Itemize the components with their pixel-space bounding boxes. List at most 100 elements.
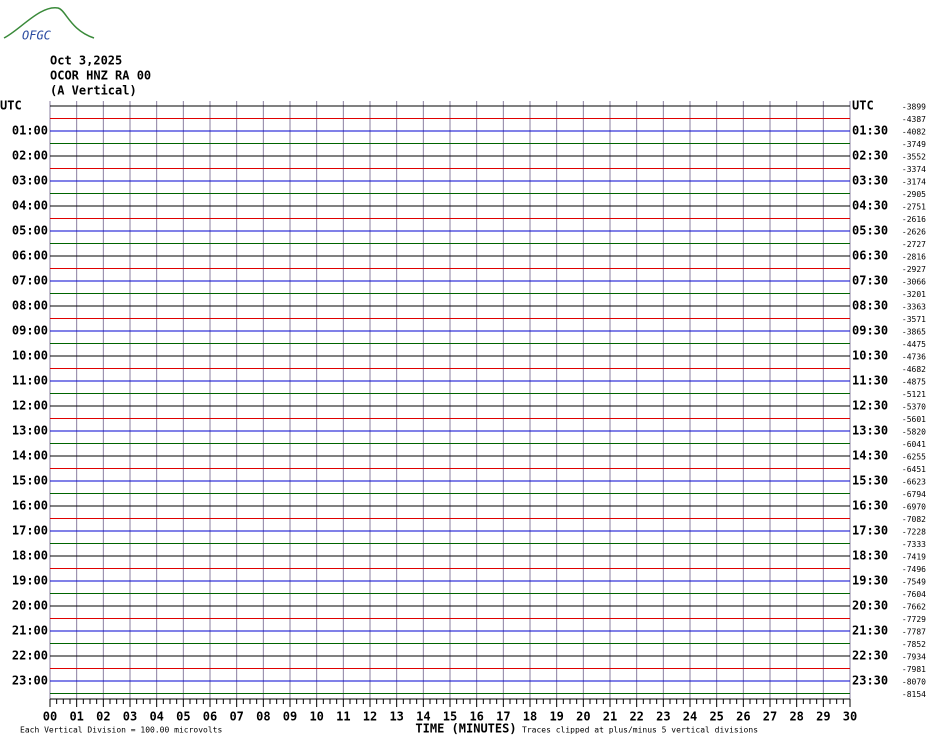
trace-offset: -7662: [902, 603, 926, 612]
station: OCOR HNZ RA 00: [50, 69, 151, 83]
clip-note: Traces clipped at plus/minus 5 vertical …: [522, 726, 758, 735]
x-tick-label: 01: [69, 710, 83, 724]
right-time-label: 10:30: [852, 349, 888, 363]
trace-offset: -3374: [902, 165, 926, 174]
trace-offset: -4736: [902, 353, 926, 362]
x-tick-label: 28: [789, 710, 803, 724]
x-axis-title: TIME (MINUTES): [415, 722, 516, 736]
right-time-label: 07:30: [852, 274, 888, 288]
trace-offset: -2751: [902, 203, 926, 212]
trace-offset: -8070: [902, 678, 926, 687]
right-time-label: 02:30: [852, 149, 888, 163]
x-tick-label: 23: [656, 710, 670, 724]
right-time-label: 14:30: [852, 449, 888, 463]
trace-offset: -3571: [902, 315, 926, 324]
trace-offset: -7549: [902, 578, 926, 587]
x-tick-label: 06: [203, 710, 217, 724]
trace-offset: -4387: [902, 115, 926, 124]
left-time-label: UTC: [0, 99, 22, 113]
x-tick-label: 22: [629, 710, 643, 724]
right-time-label: 11:30: [852, 374, 888, 388]
x-tick-label: 02: [96, 710, 110, 724]
trace-offset: -6255: [902, 453, 926, 462]
trace-offset: -5121: [902, 390, 926, 399]
left-time-label: 02:00: [12, 149, 48, 163]
trace-offset: -3865: [902, 328, 926, 337]
right-time-label: 21:30: [852, 624, 888, 638]
right-time-label: 22:30: [852, 649, 888, 663]
trace-offset: -6794: [902, 490, 926, 499]
right-time-label: 12:30: [852, 399, 888, 413]
x-tick-label: 29: [816, 710, 830, 724]
trace-offset: -2626: [902, 228, 926, 237]
left-time-label: 23:00: [12, 674, 48, 688]
trace-offset: -7934: [902, 653, 926, 662]
x-tick-label: 10: [309, 710, 323, 724]
x-tick-label: 15: [443, 710, 457, 724]
component: (A Vertical): [50, 84, 137, 98]
x-tick-label: 05: [176, 710, 190, 724]
left-time-label: 10:00: [12, 349, 48, 363]
trace-offset: -2816: [902, 253, 926, 262]
left-time-label: 03:00: [12, 174, 48, 188]
trace-offset: -3899: [902, 103, 926, 112]
trace-offset: -3201: [902, 290, 926, 299]
trace-offset: -7496: [902, 565, 926, 574]
trace-offset: -5370: [902, 403, 926, 412]
x-tick-label: 11: [336, 710, 350, 724]
trace-offset: -4682: [902, 365, 926, 374]
trace-offset: -3552: [902, 153, 926, 162]
trace-offset: -2616: [902, 215, 926, 224]
trace-offset: -7228: [902, 528, 926, 537]
left-time-label: 19:00: [12, 574, 48, 588]
trace-offset: -3174: [902, 178, 926, 187]
left-time-label: 21:00: [12, 624, 48, 638]
x-tick-label: 17: [496, 710, 510, 724]
left-time-label: 18:00: [12, 549, 48, 563]
x-tick-label: 19: [549, 710, 563, 724]
x-tick-label: 14: [416, 710, 430, 724]
left-time-label: 08:00: [12, 299, 48, 313]
trace-offset: -3749: [902, 140, 926, 149]
right-time-label: 19:30: [852, 574, 888, 588]
trace-offset: -2905: [902, 190, 926, 199]
left-time-label: 14:00: [12, 449, 48, 463]
trace-offset: -2927: [902, 265, 926, 274]
right-time-label: 05:30: [852, 224, 888, 238]
right-time-label: 01:30: [852, 124, 888, 138]
trace-offset: -7604: [902, 590, 926, 599]
left-time-label: 16:00: [12, 499, 48, 513]
trace-offset: -6451: [902, 465, 926, 474]
right-time-label: UTC: [852, 99, 874, 113]
left-time-label: 15:00: [12, 474, 48, 488]
trace-offset: -5601: [902, 415, 926, 424]
right-time-label: 23:30: [852, 674, 888, 688]
trace-offset: -7981: [902, 665, 926, 674]
trace-offset: -3363: [902, 303, 926, 312]
right-time-label: 03:30: [852, 174, 888, 188]
left-time-label: 12:00: [12, 399, 48, 413]
trace-offset: -4875: [902, 378, 926, 387]
x-tick-label: 13: [389, 710, 403, 724]
x-tick-label: 16: [469, 710, 483, 724]
x-tick-label: 24: [683, 710, 697, 724]
left-time-label: 05:00: [12, 224, 48, 238]
trace-offset: -7787: [902, 628, 926, 637]
x-tick-label: 27: [763, 710, 777, 724]
left-time-label: 20:00: [12, 599, 48, 613]
trace-offset: -3066: [902, 278, 926, 287]
trace-offset: -4475: [902, 340, 926, 349]
trace-offset: -2727: [902, 240, 926, 249]
left-time-label: 06:00: [12, 249, 48, 263]
x-tick-label: 26: [736, 710, 750, 724]
trace-offset: -7852: [902, 640, 926, 649]
trace-offset: -6623: [902, 478, 926, 487]
right-time-label: 17:30: [852, 524, 888, 538]
trace-offset: -7729: [902, 615, 926, 624]
right-time-label: 09:30: [852, 324, 888, 338]
x-tick-label: 09: [283, 710, 297, 724]
left-time-label: 04:00: [12, 199, 48, 213]
trace-offset: -7333: [902, 540, 926, 549]
scale-note: Each Vertical Division = 100.00 microvol…: [20, 726, 222, 735]
